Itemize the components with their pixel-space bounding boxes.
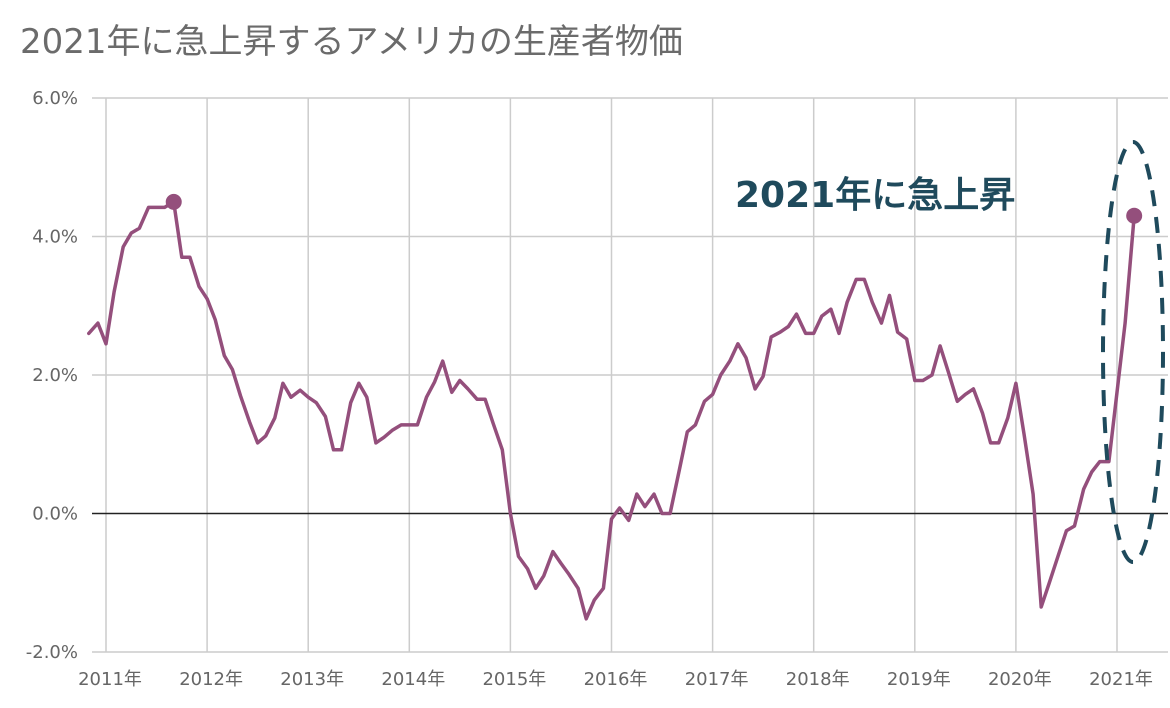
x-tick-label: 2016年 xyxy=(584,669,648,690)
x-tick-label: 2021年 xyxy=(1089,669,1153,690)
x-tick-label: 2014年 xyxy=(381,669,445,690)
x-axis-ticks: 2011年 2012年 2013年 2014年 2015年 2016年 2017年 2018年… xyxy=(78,669,1153,690)
x-tick-label: 2015年 xyxy=(482,669,546,690)
highlight-point xyxy=(1126,207,1143,224)
annotation-text: 2021年に急上昇 xyxy=(735,175,1016,216)
y-tick-label: 2.0% xyxy=(32,365,78,386)
x-tick-label: 2018年 xyxy=(786,669,850,690)
grid-lines xyxy=(92,97,1168,653)
x-tick-label: 2017年 xyxy=(685,669,749,690)
series-line-ppi xyxy=(87,200,1136,621)
y-tick-label: 4.0% xyxy=(32,227,78,248)
y-tick-label: 6.0% xyxy=(32,88,78,109)
highlight-point xyxy=(165,193,182,210)
x-tick-label: 2020年 xyxy=(988,669,1052,690)
x-tick-label: 2019年 xyxy=(887,669,951,690)
x-tick-label: 2012年 xyxy=(179,669,243,690)
y-axis-ticks: 6.0% 4.0% 2.0% 0.0% -2.0% xyxy=(26,88,78,663)
x-tick-label: 2011年 xyxy=(78,669,142,690)
x-tick-label: 2013年 xyxy=(280,669,344,690)
chart-title: 2021年に急上昇するアメリカの生産者物価 xyxy=(20,22,683,62)
highlight-points xyxy=(165,193,1143,224)
highlight-ellipse xyxy=(1101,140,1165,564)
y-tick-label: -2.0% xyxy=(26,642,78,663)
y-tick-label: 0.0% xyxy=(32,504,78,525)
